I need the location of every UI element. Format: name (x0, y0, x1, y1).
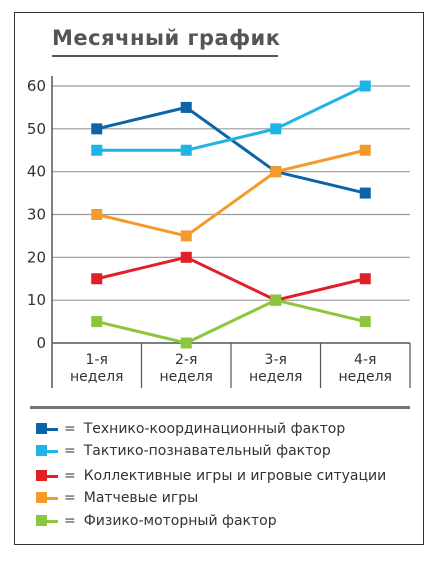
data-point (180, 251, 192, 263)
y-tick-label: 0 (36, 334, 46, 352)
legend-equals: = (64, 468, 76, 484)
legend-item-match: = Матчевые игры (36, 488, 198, 508)
legend-equals: = (64, 443, 76, 459)
data-point (359, 187, 371, 199)
title-underline (52, 55, 278, 57)
legend-item-physical: = Физико-моторный фактор (36, 511, 277, 531)
series-line (96, 148, 366, 238)
x-tick-label: 1-я (86, 352, 108, 368)
data-point (180, 337, 192, 349)
data-point (91, 273, 103, 285)
legend-label: Физико-моторный фактор (83, 513, 277, 529)
legend-swatch-icon (36, 470, 58, 482)
legend-label: Технико-координационный фактор (83, 421, 346, 437)
legend-swatch-icon (36, 445, 58, 457)
x-tick-label: неделя (70, 369, 123, 385)
series-line (96, 298, 366, 345)
chart-frame (14, 12, 424, 545)
data-point (91, 316, 103, 328)
data-point (91, 209, 103, 220)
legend-label: Тактико-познавательный фактор (83, 443, 331, 459)
y-tick-label: 50 (27, 120, 46, 138)
data-point (91, 144, 103, 156)
legend-item-tactical: = Тактико-познавательный фактор (36, 441, 331, 461)
legend-swatch-icon (36, 423, 58, 435)
legend-equals: = (64, 490, 76, 506)
data-point (359, 144, 371, 156)
data-point (180, 144, 192, 156)
legend-equals: = (64, 421, 76, 437)
data-point (359, 273, 371, 285)
data-point (180, 230, 192, 242)
y-tick-label: 30 (27, 206, 46, 224)
legend-separator (30, 406, 410, 409)
data-point (270, 294, 282, 306)
legend-swatch-icon (36, 492, 58, 504)
x-tick-label: неделя (160, 369, 213, 385)
y-tick-label: 20 (27, 248, 46, 266)
x-tick-label: неделя (339, 369, 392, 385)
y-tick-label: 40 (27, 163, 46, 181)
series-line (96, 255, 366, 302)
y-tick-label: 60 (27, 77, 46, 95)
legend-item-technical: = Технико-координационный фактор (36, 419, 345, 439)
legend-item-collective: = Коллективные игры и игровые ситуации (36, 466, 386, 486)
legend-label: Коллективные игры и игровые ситуации (83, 468, 387, 484)
series-line (96, 84, 366, 152)
legend-label: Матчевые игры (83, 490, 199, 506)
data-point (180, 101, 192, 113)
x-tick-label: 3-я (265, 352, 287, 368)
x-tick-label: 2-я (175, 352, 197, 368)
legend-swatch-icon (36, 515, 58, 527)
data-point (359, 80, 371, 92)
data-point (270, 166, 282, 178)
x-tick-label: 4-я (354, 352, 376, 368)
data-point (91, 123, 103, 135)
data-point (359, 316, 371, 328)
chart-title: Месячный график (52, 26, 281, 50)
x-tick-label: неделя (249, 369, 302, 385)
data-point (270, 123, 282, 135)
legend-equals: = (64, 513, 76, 529)
y-tick-label: 10 (27, 291, 46, 309)
